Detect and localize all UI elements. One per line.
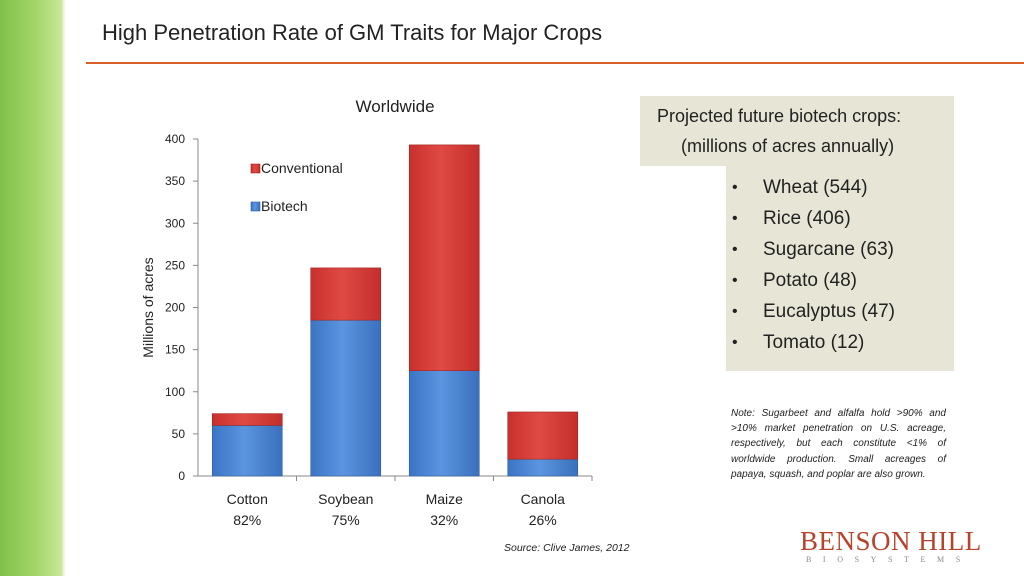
y-tick-label: 0 [178, 469, 185, 483]
legend-swatch [250, 201, 261, 212]
y-tick-label: 300 [165, 216, 185, 230]
x-tick-sublabel: 82% [233, 512, 261, 528]
list-item: • Wheat (544) [732, 176, 895, 207]
bar-conventional [310, 267, 382, 321]
sidebar-accent [0, 0, 62, 576]
x-tick-sublabel: 75% [332, 512, 360, 528]
bar-biotech [408, 370, 480, 477]
bar-conventional [211, 413, 283, 426]
projection-heading-panel [640, 96, 954, 166]
x-tick-label: Soybean [318, 491, 373, 507]
crop-label: Sugarcane (63) [763, 239, 894, 260]
projection-list-panel [726, 166, 954, 371]
bar-biotech [310, 319, 382, 477]
projection-subheading: (millions of acres annually) [681, 136, 895, 156]
footnote: Note: Sugarbeet and alfalfa hold >90% an… [731, 408, 946, 480]
bar-conventional [408, 144, 480, 371]
list-item: • Tomato (12) [732, 331, 895, 362]
bullet-icon: • [732, 210, 738, 227]
bullet-icon: • [732, 241, 738, 258]
y-tick-label: 350 [165, 174, 185, 188]
company-logo: BENSON HILL BIOSYSTEMS [800, 526, 1004, 564]
x-tick-sublabel: 32% [430, 512, 458, 528]
y-axis-label: Millions of acres [140, 257, 156, 357]
list-item: • Sugarcane (63) [732, 238, 895, 269]
page-title: High Penetration Rate of GM Traits for M… [102, 20, 603, 45]
y-tick-label: 50 [172, 427, 186, 441]
bullet-icon: • [732, 179, 738, 196]
y-tick-label: 150 [165, 343, 185, 357]
x-tick-label: Maize [426, 491, 464, 507]
bar-biotech [507, 458, 579, 477]
y-tick-label: 100 [165, 385, 185, 399]
crop-label: Rice (406) [763, 208, 851, 229]
source-citation: Source: Clive James, 2012 [504, 542, 630, 554]
bullet-icon: • [732, 303, 738, 320]
logo-wordmark: BENSON HILL [800, 526, 982, 556]
crop-label: Eucalyptus (47) [763, 301, 896, 322]
y-tick-label: 400 [165, 132, 185, 146]
legend-swatch [250, 163, 261, 174]
bar-conventional [507, 411, 579, 460]
stacked-bar-chart: Worldwide 0 50 100 150 200 250 300 350 400 Million… [140, 97, 593, 528]
title-divider [86, 62, 1024, 64]
logo-tagline: BIOSYSTEMS [806, 555, 972, 564]
y-tick-label: 200 [165, 301, 185, 315]
crop-label: Wheat (544) [763, 177, 868, 198]
bullet-icon: • [732, 334, 738, 351]
legend-label: Biotech [261, 198, 308, 214]
list-item: • Eucalyptus (47) [732, 300, 895, 331]
sidebar-accent-edge [62, 0, 66, 576]
list-item: • Potato (48) [732, 269, 895, 300]
legend-label: Conventional [261, 160, 343, 176]
y-tick-label: 250 [165, 258, 185, 272]
projection-heading: Projected future biotech crops: [657, 106, 902, 126]
list-item: • Rice (406) [732, 207, 895, 238]
bullet-icon: • [732, 272, 738, 289]
x-tick-label: Canola [521, 491, 566, 507]
x-tick-sublabel: 26% [529, 512, 557, 528]
chart-title: Worldwide [355, 97, 434, 116]
projected-crop-list: • Wheat (544) • Rice (406) • Sugarcane (63)… [732, 176, 895, 362]
x-tick-label: Cotton [227, 491, 268, 507]
crop-label: Tomato (12) [763, 332, 865, 353]
bar-biotech [211, 425, 283, 477]
crop-label: Potato (48) [763, 270, 857, 291]
